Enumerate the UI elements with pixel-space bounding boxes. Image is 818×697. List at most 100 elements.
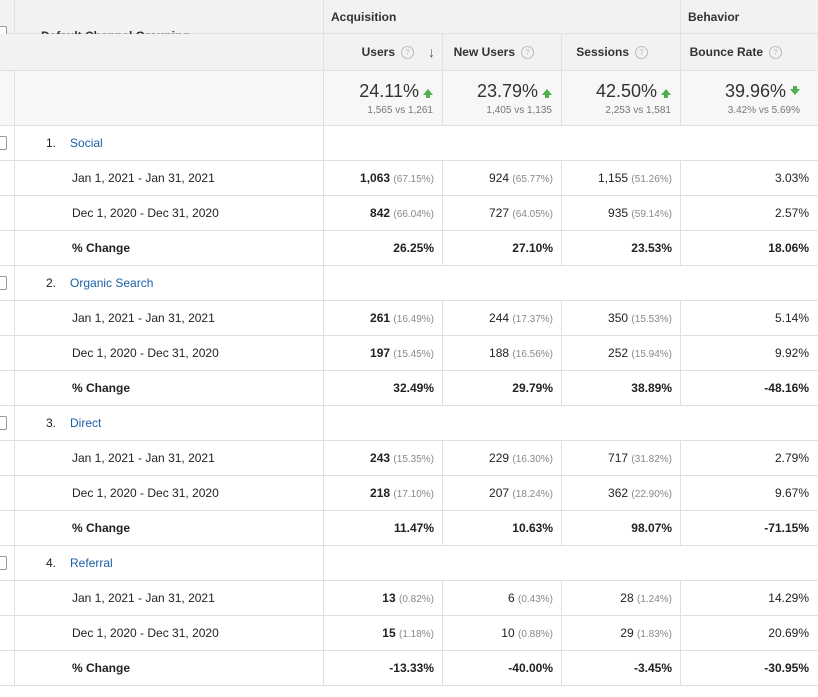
users-cell: 13 (0.82%) — [323, 581, 443, 615]
users-cell: 11.47% — [323, 511, 443, 545]
total-sessions-value: 42.50% — [595, 80, 657, 101]
sessions-cell: 362 (22.90%) — [561, 476, 681, 510]
row-checkbox[interactable] — [0, 136, 7, 150]
sessions-cell: 23.53% — [561, 231, 681, 265]
arrow-up-icon — [542, 88, 552, 98]
new-value: 924 — [489, 171, 510, 185]
users-column-header[interactable]: Users ? ↓ — [323, 34, 443, 70]
change-value: -40.00% — [508, 661, 553, 675]
bounce-value: 2.79% — [774, 451, 809, 465]
table-header-bottom: Users ? ↓ New Users ? Sessions ? Bounce … — [0, 34, 818, 71]
bounce-cell: 5.14% — [680, 301, 818, 335]
help-icon[interactable]: ? — [769, 45, 782, 59]
users-value: 842 — [370, 206, 391, 220]
change-value: -3.45% — [633, 661, 672, 675]
bounce-cell: 2.57% — [680, 196, 818, 230]
row-checkbox[interactable] — [0, 556, 7, 570]
new-value: 229 — [489, 451, 510, 465]
table-row: Dec 1, 2020 - Dec 31, 2020 218 (17.10%) 20… — [0, 476, 818, 511]
sessions-cell: 98.07% — [561, 511, 681, 545]
change-value: 11.47% — [393, 521, 434, 535]
group-spacer — [323, 126, 443, 160]
sessions-cell: 28 (1.24%) — [561, 581, 681, 615]
help-icon[interactable]: ? — [401, 45, 414, 59]
behavior-label: Behavior — [688, 9, 740, 24]
change-row: % Change 11.47% 10.63% 98.07% -71.15% — [0, 511, 818, 546]
change-row: % Change -13.33% -40.00% -3.45% -30.95% — [0, 651, 818, 686]
new-value: 207 — [489, 486, 510, 500]
sessions-cell: -3.45% — [561, 651, 681, 685]
new-value: 188 — [489, 346, 510, 360]
sessions-cell: 717 (31.82%) — [561, 441, 681, 475]
group-cell: 4. Referral — [14, 546, 324, 580]
table-row: Jan 1, 2021 - Jan 31, 2021 13 (0.82%) 6 (0… — [0, 581, 818, 616]
channel-link[interactable]: Organic Search — [70, 276, 154, 290]
group-cell: 3. Direct — [14, 406, 324, 440]
arrow-down-icon — [790, 85, 800, 95]
sessions-value: 252 — [608, 346, 629, 360]
total-sessions: 42.50% 2,253 vs 1,581 — [561, 71, 681, 125]
row-label: Dec 1, 2020 - Dec 31, 2020 — [14, 476, 324, 510]
behavior-group-header: Behavior — [680, 0, 818, 33]
sessions-percent: (59.14%) — [631, 209, 672, 220]
channel-link[interactable]: Direct — [70, 416, 102, 430]
new-cell: 6 (0.43%) — [442, 581, 562, 615]
users-cell: -13.33% — [323, 651, 443, 685]
bounce-cell: 2.79% — [680, 441, 818, 475]
group-spacer — [323, 546, 443, 580]
new-cell: 188 (16.56%) — [442, 336, 562, 370]
group-row: 4. Referral — [0, 546, 818, 581]
arrow-up-icon — [423, 88, 433, 98]
row-label: % Change — [14, 651, 324, 685]
new-value: 10 — [501, 626, 515, 640]
bounce-rate-column-header[interactable]: Bounce Rate ? — [680, 34, 818, 70]
group-spacer — [323, 266, 443, 300]
bounce-cell: -30.95% — [680, 651, 818, 685]
sessions-percent: (15.53%) — [631, 314, 672, 325]
sessions-value: 29 — [620, 626, 634, 640]
acquisition-group-header: Acquisition — [323, 0, 681, 33]
change-value: 18.06% — [768, 241, 809, 255]
help-icon[interactable]: ? — [635, 45, 648, 59]
table-row: Jan 1, 2021 - Jan 31, 2021 261 (16.49%) 24… — [0, 301, 818, 336]
channel-link[interactable]: Referral — [70, 556, 113, 570]
new-cell: 10 (0.88%) — [442, 616, 562, 650]
bounce-value: 5.14% — [774, 311, 809, 325]
users-value: 197 — [370, 346, 391, 360]
total-users: 24.11% 1,565 vs 1,261 — [323, 71, 443, 125]
sessions-percent: (51.26%) — [631, 174, 672, 185]
change-value: 38.89% — [631, 381, 672, 395]
row-label: Jan 1, 2021 - Jan 31, 2021 — [14, 441, 324, 475]
users-cell: 197 (15.45%) — [323, 336, 443, 370]
new-cell: 229 (16.30%) — [442, 441, 562, 475]
bounce-cell: -48.16% — [680, 371, 818, 405]
new-percent: (17.37%) — [512, 314, 553, 325]
sessions-cell: 38.89% — [561, 371, 681, 405]
help-icon[interactable]: ? — [521, 45, 534, 59]
table-row: Jan 1, 2021 - Jan 31, 2021 243 (15.35%) 22… — [0, 441, 818, 476]
sessions-value: 362 — [608, 486, 629, 500]
channel-link[interactable]: Social — [70, 136, 103, 150]
users-percent: (66.04%) — [393, 209, 434, 220]
users-value: 15 — [382, 626, 396, 640]
group-index: 1. — [46, 136, 57, 150]
total-users-compare: 1,565 vs 1,261 — [367, 104, 433, 116]
acquisition-label: Acquisition — [331, 9, 397, 24]
change-row: % Change 26.25% 27.10% 23.53% 18.06% — [0, 231, 818, 266]
sessions-column-header[interactable]: Sessions ? — [561, 34, 681, 70]
new-cell: -40.00% — [442, 651, 562, 685]
table-row: Dec 1, 2020 - Dec 31, 2020 842 (66.04%) 72… — [0, 196, 818, 231]
row-checkbox[interactable] — [0, 276, 7, 290]
row-checkbox[interactable] — [0, 416, 7, 430]
users-cell: 15 (1.18%) — [323, 616, 443, 650]
total-new-users-value: 23.79% — [476, 80, 538, 101]
total-sessions-compare: 2,253 vs 1,581 — [605, 104, 671, 116]
sort-desc-icon[interactable]: ↓ — [428, 44, 435, 60]
change-value: 32.49% — [393, 381, 434, 395]
table-row: Dec 1, 2020 - Dec 31, 2020 15 (1.18%) 10 (… — [0, 616, 818, 651]
new-users-column-header[interactable]: New Users ? — [442, 34, 562, 70]
change-value: 23.53% — [631, 241, 672, 255]
new-percent: (18.24%) — [512, 489, 553, 500]
sessions-cell: 935 (59.14%) — [561, 196, 681, 230]
